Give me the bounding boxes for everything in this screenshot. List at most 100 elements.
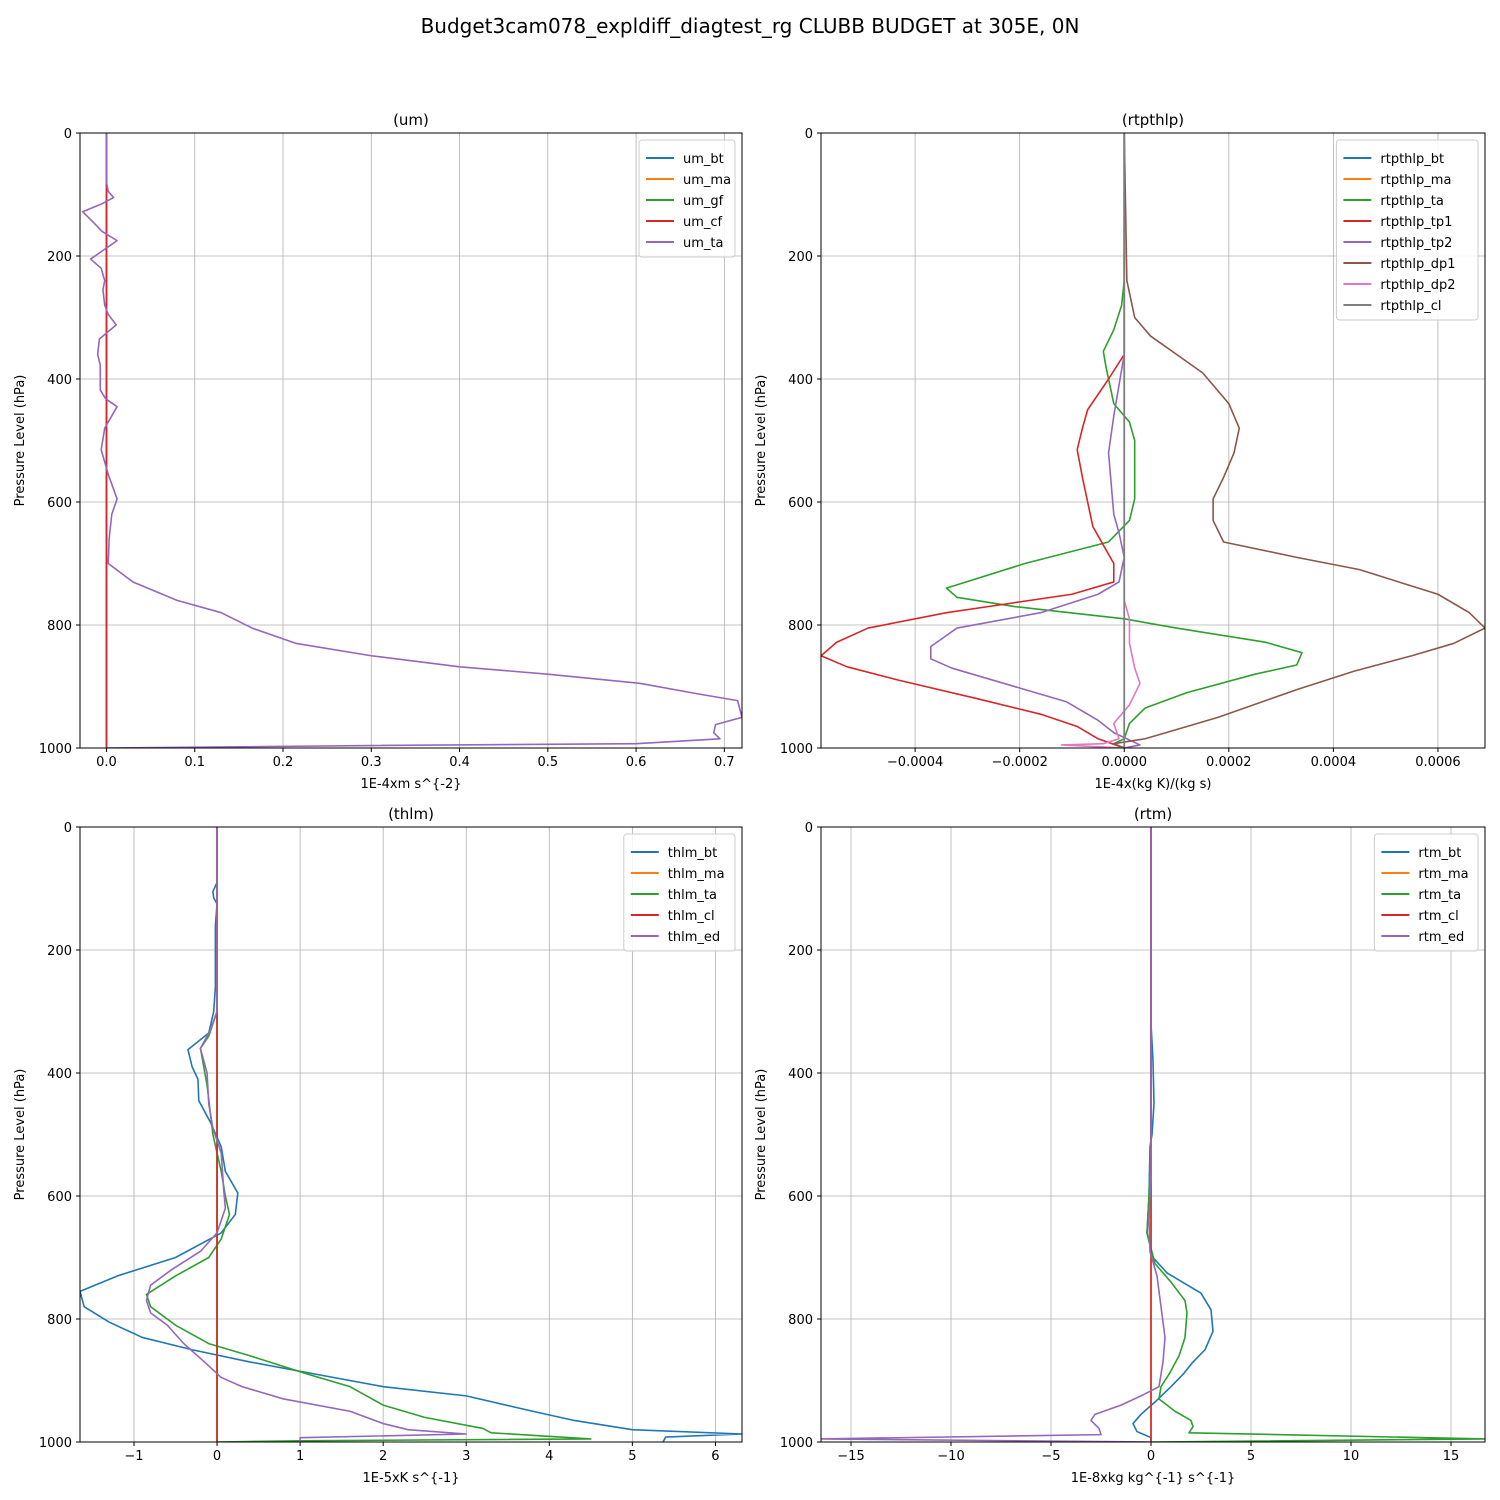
x-tick-label: 0.2 bbox=[273, 755, 294, 770]
legend: um_bt um_ma um_gf um_cf um_ta bbox=[638, 139, 736, 258]
y-tick-label: 1000 bbox=[39, 1436, 72, 1451]
legend-label-rtm-ed: rtm_ed bbox=[1418, 930, 1464, 945]
figure-title: Budget3cam078_expldiff_diagtest_rg CLUBB… bbox=[420, 14, 1080, 38]
series-line-rtpthlp-tp1 bbox=[821, 133, 1126, 748]
x-tick-label: 1 bbox=[296, 1449, 304, 1464]
plot-frame bbox=[79, 132, 743, 749]
y-tick-label: 400 bbox=[47, 1067, 72, 1082]
y-tick-label: 400 bbox=[788, 373, 813, 388]
y-tick-label: 400 bbox=[47, 373, 72, 388]
panel-title: (um) bbox=[393, 111, 429, 129]
panel-title: (thlm) bbox=[388, 805, 434, 823]
legend-label-thlm-cl: thlm_cl bbox=[668, 909, 715, 924]
legend-label-rtpthlp-tp1: rtpthlp_tp1 bbox=[1380, 215, 1452, 230]
x-tick-label: 5 bbox=[628, 1449, 636, 1464]
x-tick-label: 15 bbox=[1443, 1449, 1460, 1464]
series-line-thlm-ta bbox=[145, 827, 592, 1442]
x-tick-label: 0.0006 bbox=[1415, 755, 1461, 770]
legend-label-rtpthlp-ta: rtpthlp_ta bbox=[1380, 194, 1443, 209]
legend-label-um-bt: um_bt bbox=[683, 152, 724, 167]
legend: rtpthlp_bt rtpthlp_ma rtpthlp_ta rtpthlp_tp… bbox=[1335, 139, 1479, 321]
y-tick-label: 1000 bbox=[780, 742, 813, 757]
x-tick-label: 0.0000 bbox=[1101, 755, 1147, 770]
legend-box bbox=[1335, 139, 1479, 321]
y-tick-label: 800 bbox=[788, 619, 813, 634]
series-line-rtpthlp-tp2 bbox=[930, 133, 1141, 748]
y-tick-label: 1000 bbox=[780, 1436, 813, 1451]
series-line-rtpthlp-dp2 bbox=[1060, 133, 1141, 748]
y-tick-label: 600 bbox=[47, 496, 72, 511]
x-tick-label: −15 bbox=[837, 1449, 864, 1464]
y-tick-label: 600 bbox=[788, 1190, 813, 1205]
legend-label-thlm-ma: thlm_ma bbox=[668, 867, 725, 882]
plot-frame bbox=[820, 826, 1486, 1443]
y-axis-label: Pressure Level (hPa) bbox=[754, 375, 769, 507]
series-line-rtm-ta bbox=[1146, 827, 1485, 1442]
legend-label-rtm-cl: rtm_cl bbox=[1418, 909, 1458, 924]
series-line-rtm-bt bbox=[1132, 827, 1214, 1442]
y-tick-label: 200 bbox=[788, 250, 813, 265]
x-tick-label: 5 bbox=[1247, 1449, 1255, 1464]
x-tick-label: 0.0002 bbox=[1206, 755, 1252, 770]
x-axis-label: 1E-4xm s^{-2} bbox=[360, 777, 461, 792]
legend-label-rtpthlp-bt: rtpthlp_bt bbox=[1380, 152, 1444, 167]
legend-label-um-cf: um_cf bbox=[683, 215, 723, 230]
series-line-thlm-bt bbox=[80, 827, 742, 1442]
y-tick-label: 1000 bbox=[39, 742, 72, 757]
legend-box bbox=[623, 833, 736, 952]
legend-label-rtm-bt: rtm_bt bbox=[1418, 846, 1461, 861]
y-tick-label: 200 bbox=[47, 250, 72, 265]
legend-label-um-ma: um_ma bbox=[683, 173, 731, 188]
x-tick-label: −1 bbox=[124, 1449, 143, 1464]
y-tick-label: 0 bbox=[805, 821, 813, 836]
plot-frame bbox=[820, 132, 1486, 749]
legend-label-rtpthlp-tp2: rtpthlp_tp2 bbox=[1380, 236, 1452, 251]
y-tick-label: 0 bbox=[805, 127, 813, 142]
y-tick-label: 600 bbox=[788, 496, 813, 511]
x-tick-label: 0.3 bbox=[361, 755, 382, 770]
series-line-thlm-ed bbox=[145, 827, 468, 1442]
panel-rtm: −15 −10 −5 0 5 10 15 0 200 400 600 800 1000 (rtm) 1E-8… bbox=[754, 805, 1486, 1486]
x-tick-label: 0 bbox=[213, 1449, 221, 1464]
legend-label-rtpthlp-cl: rtpthlp_cl bbox=[1380, 299, 1441, 314]
legend-label-rtm-ma: rtm_ma bbox=[1418, 867, 1468, 882]
y-tick-label: 0 bbox=[64, 127, 72, 142]
x-tick-label: −5 bbox=[1041, 1449, 1060, 1464]
legend: rtm_bt rtm_ma rtm_ta rtm_cl rtm_ed bbox=[1373, 833, 1479, 952]
x-tick-label: 4 bbox=[545, 1449, 553, 1464]
x-tick-label: 0 bbox=[1147, 1449, 1155, 1464]
panel-thlm: −1 0 1 2 3 4 5 6 0 200 400 600 800 1000 (thlm) 1E-5xK s… bbox=[13, 805, 743, 1486]
legend-label-um-ta: um_ta bbox=[683, 236, 723, 251]
panel-um: 0.0 0.1 0.2 0.3 0.4 0.5 0.6 0.7 0 200 400 600 800 100… bbox=[13, 111, 743, 792]
x-tick-label: 6 bbox=[711, 1449, 719, 1464]
panel-title: (rtm) bbox=[1134, 805, 1172, 823]
x-tick-label: 0.0004 bbox=[1311, 755, 1357, 770]
x-tick-label: 0.0 bbox=[96, 755, 117, 770]
x-tick-label: 10 bbox=[1343, 1449, 1360, 1464]
x-tick-label: −0.0004 bbox=[887, 755, 943, 770]
x-axis-label: 1E-5xK s^{-1} bbox=[363, 1471, 460, 1486]
series-line-rtpthlp-dp1 bbox=[1112, 133, 1485, 748]
legend-label-um-gf: um_gf bbox=[683, 194, 724, 209]
x-tick-label: 0.6 bbox=[626, 755, 647, 770]
series-line-um-ta bbox=[81, 133, 742, 748]
legend: thlm_bt thlm_ma thlm_ta thlm_cl thlm_ed bbox=[623, 833, 736, 952]
series-line-rtm-ed bbox=[821, 827, 1166, 1442]
legend-label-thlm-ed: thlm_ed bbox=[668, 930, 720, 945]
x-tick-label: 2 bbox=[379, 1449, 387, 1464]
panel-rtpthlp: −0.0004 −0.0002 0.0000 0.0002 0.0004 0.0006 0 2… bbox=[754, 111, 1486, 792]
x-tick-label: 0.1 bbox=[184, 755, 205, 770]
series-line-rtpthlp-ta bbox=[945, 133, 1303, 748]
legend-box bbox=[638, 139, 736, 258]
x-axis-label: 1E-4x(kg K)/(kg s) bbox=[1095, 777, 1212, 792]
x-tick-label: −0.0002 bbox=[991, 755, 1047, 770]
y-axis-label: Pressure Level (hPa) bbox=[13, 1069, 28, 1201]
y-tick-label: 800 bbox=[788, 1313, 813, 1328]
y-tick-label: 600 bbox=[47, 1190, 72, 1205]
x-tick-label: 3 bbox=[462, 1449, 470, 1464]
y-tick-label: 800 bbox=[47, 1313, 72, 1328]
legend-label-rtpthlp-ma: rtpthlp_ma bbox=[1380, 173, 1451, 188]
legend-label-rtpthlp-dp2: rtpthlp_dp2 bbox=[1380, 278, 1455, 293]
legend-label-thlm-bt: thlm_bt bbox=[668, 846, 717, 861]
